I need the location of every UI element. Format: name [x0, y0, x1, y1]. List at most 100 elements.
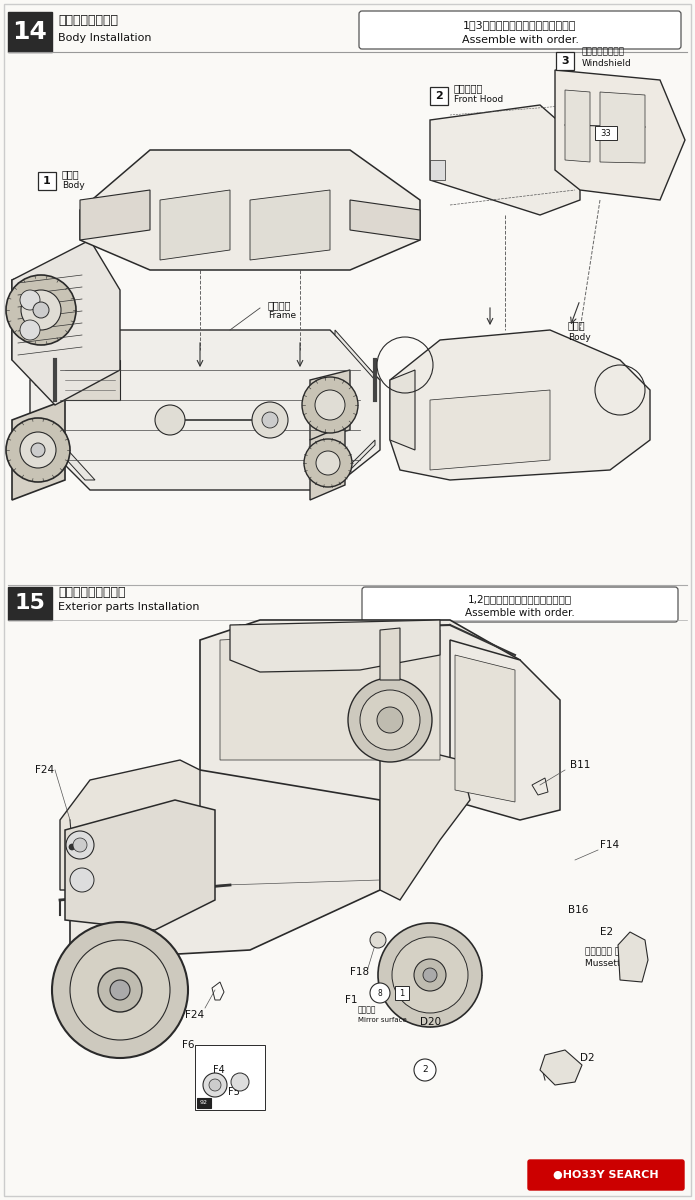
Polygon shape: [80, 150, 420, 270]
Polygon shape: [310, 425, 345, 500]
Text: ●HO33Y SEARCH: ●HO33Y SEARCH: [553, 1170, 659, 1180]
Polygon shape: [310, 370, 350, 440]
Circle shape: [231, 1073, 249, 1091]
Polygon shape: [80, 190, 150, 240]
Bar: [556, 52, 574, 70]
Text: ウインドシールド: ウインドシールド: [582, 48, 625, 56]
Polygon shape: [350, 200, 420, 240]
Bar: [395, 986, 409, 1000]
Circle shape: [377, 707, 403, 733]
Text: F1: F1: [345, 995, 357, 1006]
Circle shape: [155, 404, 185, 434]
Circle shape: [20, 290, 40, 310]
Circle shape: [98, 968, 142, 1012]
Bar: [195, 1045, 265, 1110]
Text: 14: 14: [13, 20, 47, 44]
Text: F24: F24: [185, 1010, 204, 1020]
Bar: [197, 1098, 211, 1108]
Circle shape: [304, 439, 352, 487]
Text: F14: F14: [600, 840, 619, 850]
Circle shape: [20, 320, 40, 340]
Polygon shape: [380, 628, 400, 680]
Polygon shape: [12, 240, 120, 404]
Text: 1,2の順番に組み立ててください。: 1,2の順番に組み立ててください。: [468, 594, 572, 604]
Text: D20: D20: [420, 1018, 441, 1027]
Polygon shape: [455, 655, 515, 802]
Polygon shape: [12, 260, 70, 360]
Circle shape: [378, 923, 482, 1027]
Circle shape: [31, 443, 45, 457]
Text: Body: Body: [62, 181, 85, 191]
Text: 2: 2: [435, 91, 443, 101]
Circle shape: [316, 451, 340, 475]
Circle shape: [370, 983, 390, 1003]
Circle shape: [21, 290, 61, 330]
Text: 2: 2: [422, 1066, 428, 1074]
Polygon shape: [600, 92, 645, 163]
Text: フレーム: フレーム: [268, 300, 291, 310]
Circle shape: [360, 690, 420, 750]
Polygon shape: [565, 90, 590, 162]
Text: 33: 33: [600, 128, 612, 138]
Text: 15: 15: [15, 593, 45, 613]
Text: 3: 3: [561, 56, 569, 66]
Polygon shape: [60, 360, 120, 400]
Polygon shape: [160, 190, 230, 260]
Bar: [8, 587, 52, 620]
Text: B16: B16: [568, 905, 589, 914]
FancyBboxPatch shape: [359, 11, 681, 49]
Polygon shape: [555, 70, 685, 200]
Text: 1〜3の順番に組み立ててください。: 1〜3の順番に組み立ててください。: [464, 20, 577, 30]
Text: F6: F6: [182, 1040, 195, 1050]
Polygon shape: [540, 1050, 582, 1085]
Polygon shape: [35, 330, 95, 385]
Circle shape: [52, 922, 188, 1058]
Circle shape: [423, 968, 437, 982]
Polygon shape: [200, 620, 520, 800]
Circle shape: [348, 678, 432, 762]
Polygon shape: [335, 440, 375, 485]
Circle shape: [414, 959, 446, 991]
Polygon shape: [380, 750, 470, 900]
Text: Body Installation: Body Installation: [58, 32, 152, 43]
Circle shape: [392, 937, 468, 1013]
Bar: [430, 86, 448, 104]
Text: Front Hood: Front Hood: [454, 96, 503, 104]
Circle shape: [69, 844, 75, 850]
Circle shape: [73, 838, 87, 852]
Bar: [595, 126, 617, 140]
Circle shape: [20, 432, 56, 468]
Polygon shape: [390, 370, 415, 450]
Polygon shape: [12, 400, 65, 500]
FancyBboxPatch shape: [362, 587, 678, 622]
Circle shape: [70, 868, 94, 892]
Circle shape: [33, 302, 49, 318]
Text: 1: 1: [43, 176, 51, 186]
Text: Windshield: Windshield: [582, 60, 632, 68]
Text: ボンネット: ボンネット: [454, 83, 484, 92]
Text: 外装部品の取り付け: 外装部品の取り付け: [58, 587, 126, 600]
Text: ミラー面: ミラー面: [358, 1006, 377, 1014]
Polygon shape: [335, 330, 375, 380]
FancyBboxPatch shape: [528, 1160, 684, 1190]
Circle shape: [110, 980, 130, 1000]
Polygon shape: [35, 425, 95, 480]
Polygon shape: [65, 800, 215, 930]
Polygon shape: [450, 640, 560, 820]
Text: Exterior parts Installation: Exterior parts Installation: [58, 602, 199, 612]
Circle shape: [6, 275, 76, 346]
Text: Assemble with order.: Assemble with order.: [461, 35, 578, 44]
Circle shape: [370, 932, 386, 948]
Text: F5: F5: [228, 1087, 240, 1097]
Text: Body: Body: [568, 332, 591, 342]
Circle shape: [252, 402, 288, 438]
Polygon shape: [618, 932, 648, 982]
Text: F24: F24: [35, 766, 54, 775]
Circle shape: [70, 940, 170, 1040]
Polygon shape: [430, 160, 445, 180]
Circle shape: [414, 1058, 436, 1081]
Polygon shape: [70, 770, 380, 960]
Text: Assemble with order.: Assemble with order.: [465, 608, 575, 618]
Polygon shape: [390, 330, 650, 480]
Text: D2: D2: [580, 1054, 595, 1063]
